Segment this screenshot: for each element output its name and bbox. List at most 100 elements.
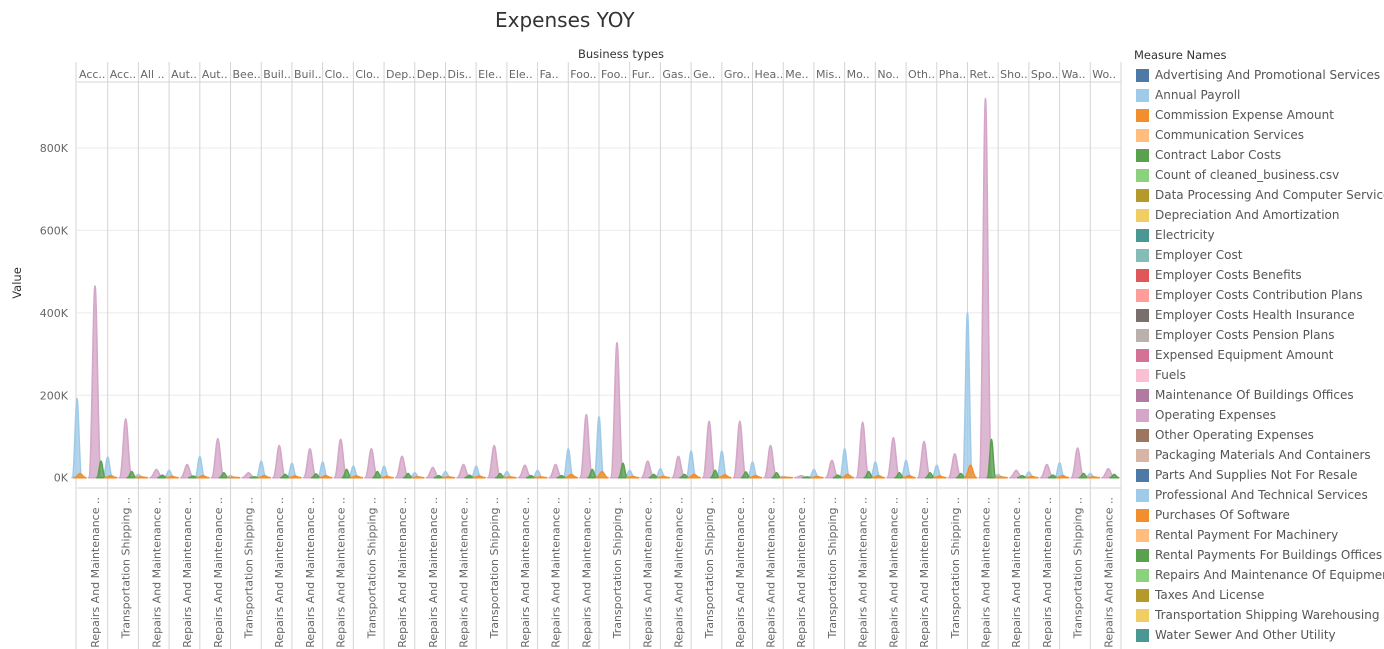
legend-item[interactable]: Rental Payment For Machinery bbox=[1134, 525, 1384, 545]
row-label: Transportation Shipping .. bbox=[243, 497, 256, 639]
area-mark bbox=[810, 475, 824, 479]
row-label: Repairs And Maintenance .. bbox=[887, 497, 900, 648]
series-commission-expense-amount bbox=[73, 464, 1101, 479]
area-mark bbox=[257, 474, 272, 479]
legend-title: Measure Names bbox=[1134, 48, 1227, 62]
legend-item[interactable]: Water Sewer And Other Utility bbox=[1134, 625, 1384, 645]
area-mark bbox=[763, 444, 778, 479]
legend-swatch bbox=[1136, 368, 1149, 382]
area-mark bbox=[179, 463, 195, 479]
legend-swatch bbox=[1136, 128, 1149, 142]
area-mark bbox=[71, 397, 83, 479]
row-label: Transportation Shipping .. bbox=[1072, 497, 1085, 639]
column-header-label: Wo.. bbox=[1092, 68, 1116, 81]
legend-item[interactable]: Employer Costs Health Insurance bbox=[1134, 305, 1384, 325]
legend-label: Employer Costs Pension Plans bbox=[1155, 328, 1335, 342]
legend-item[interactable]: Employer Cost bbox=[1134, 245, 1384, 265]
legend-item[interactable]: Annual Payroll bbox=[1134, 85, 1384, 105]
row-label: Transportation Shipping .. bbox=[120, 497, 133, 639]
legend-item[interactable]: Expensed Equipment Amount bbox=[1134, 345, 1384, 365]
legend: Measure Names Advertising And Promotiona… bbox=[1134, 47, 1384, 645]
legend-item[interactable]: Repairs And Maintenance Of Equipment bbox=[1134, 565, 1384, 585]
row-label: Repairs And Maintenance .. bbox=[1102, 497, 1115, 648]
legend-label: Rental Payments For Buildings Offices bbox=[1155, 548, 1383, 562]
legend-item[interactable]: Packaging Materials And Containers bbox=[1134, 445, 1384, 465]
legend-item[interactable]: Depreciation And Amortization bbox=[1134, 205, 1384, 225]
area-mark bbox=[194, 455, 206, 479]
area-mark bbox=[701, 420, 717, 479]
legend-swatch bbox=[1136, 208, 1149, 222]
area-mark bbox=[656, 475, 671, 479]
row-label: Repairs And Maintenance .. bbox=[273, 497, 286, 648]
legend-item[interactable]: Purchases Of Software bbox=[1134, 505, 1384, 525]
legend-item[interactable]: Employer Costs Benefits bbox=[1134, 265, 1384, 285]
area-mark bbox=[978, 97, 993, 479]
area-mark bbox=[625, 475, 640, 479]
legend-item[interactable]: Employer Costs Pension Plans bbox=[1134, 325, 1384, 345]
area-mark bbox=[732, 420, 748, 479]
row-label: Repairs And Maintenance .. bbox=[519, 497, 532, 648]
column-header-label: Gas.. bbox=[662, 68, 690, 81]
legend-item[interactable]: Maintenance Of Buildings Offices bbox=[1134, 385, 1384, 405]
legend-swatch bbox=[1136, 408, 1149, 422]
legend-swatch bbox=[1136, 588, 1149, 602]
area-mark bbox=[87, 285, 103, 479]
row-label: Transportation Shipping .. bbox=[611, 497, 624, 639]
area-mark bbox=[349, 475, 364, 479]
column-header-label: Mis.. bbox=[816, 68, 841, 81]
legend-item[interactable]: Contract Labor Costs bbox=[1134, 145, 1384, 165]
legend-label: Communication Services bbox=[1155, 128, 1304, 142]
legend-item[interactable]: Employer Costs Contribution Plans bbox=[1134, 285, 1384, 305]
legend-label: Parts And Supplies Not For Resale bbox=[1155, 468, 1358, 482]
area-mark bbox=[472, 475, 486, 479]
legend-label: Expensed Equipment Amount bbox=[1155, 348, 1334, 362]
row-label: Repairs And Maintenance .. bbox=[734, 497, 747, 648]
area-chart: Business types Value 0K 200K 400K 600K 800K Acc… bbox=[10, 47, 1122, 649]
legend-item[interactable]: Professional And Technical Services bbox=[1134, 485, 1384, 505]
area-mark bbox=[103, 474, 118, 479]
row-label: Transportation Shipping .. bbox=[488, 497, 501, 639]
chart-title: Expenses YOY bbox=[495, 8, 635, 32]
legend-item[interactable]: Commission Expense Amount bbox=[1134, 105, 1384, 125]
column-header-label: Ge.. bbox=[693, 68, 715, 81]
row-label: Repairs And Maintenance .. bbox=[765, 497, 778, 648]
legend-swatch bbox=[1136, 328, 1149, 342]
column-header-label: Me.. bbox=[785, 68, 808, 81]
column-header-label: Mo.. bbox=[847, 68, 870, 81]
legend-label: Fuels bbox=[1155, 368, 1186, 382]
area-mark bbox=[441, 476, 456, 479]
area-mark bbox=[687, 473, 701, 479]
legend-item[interactable]: Communication Services bbox=[1134, 125, 1384, 145]
area-mark bbox=[716, 450, 728, 479]
legend-swatch bbox=[1136, 268, 1149, 282]
legend-item[interactable]: Rental Payments For Buildings Offices bbox=[1134, 545, 1384, 565]
legend-item[interactable]: Count of cleaned_business.csv bbox=[1134, 165, 1384, 185]
marks-layer bbox=[71, 97, 1120, 479]
legend-item[interactable]: Operating Expenses bbox=[1134, 405, 1384, 425]
legend-item[interactable]: Transportation Shipping Warehousing bbox=[1134, 605, 1384, 625]
area-mark bbox=[1025, 475, 1039, 479]
row-label: Repairs And Maintenance .. bbox=[150, 497, 163, 648]
area-mark bbox=[840, 473, 855, 479]
row-label: Repairs And Maintenance .. bbox=[89, 497, 102, 648]
area-mark bbox=[288, 475, 302, 479]
legend-item[interactable]: Parts And Supplies Not For Resale bbox=[1134, 465, 1384, 485]
column-header-label: Aut.. bbox=[171, 68, 197, 81]
legend-item[interactable]: Taxes And License bbox=[1134, 585, 1384, 605]
legend-label: Depreciation And Amortization bbox=[1155, 208, 1340, 222]
area-mark bbox=[196, 474, 210, 479]
column-header-label: Bee.. bbox=[233, 68, 261, 81]
row-label: Repairs And Maintenance .. bbox=[795, 497, 808, 648]
area-mark bbox=[1055, 474, 1070, 479]
legend-item[interactable]: Electricity bbox=[1134, 225, 1384, 245]
area-mark bbox=[961, 312, 974, 479]
legend-label: Commission Expense Amount bbox=[1155, 108, 1334, 122]
legend-item[interactable]: Other Operating Expenses bbox=[1134, 425, 1384, 445]
area-mark bbox=[718, 474, 732, 479]
series-operating-expenses bbox=[87, 97, 1116, 479]
legend-item[interactable]: Data Processing And Computer Services bbox=[1134, 185, 1384, 205]
legend-swatch bbox=[1136, 428, 1149, 442]
legend-item[interactable]: Advertising And Promotional Services bbox=[1134, 65, 1384, 85]
column-header-label: Ele.. bbox=[509, 68, 533, 81]
legend-item[interactable]: Fuels bbox=[1134, 365, 1384, 385]
